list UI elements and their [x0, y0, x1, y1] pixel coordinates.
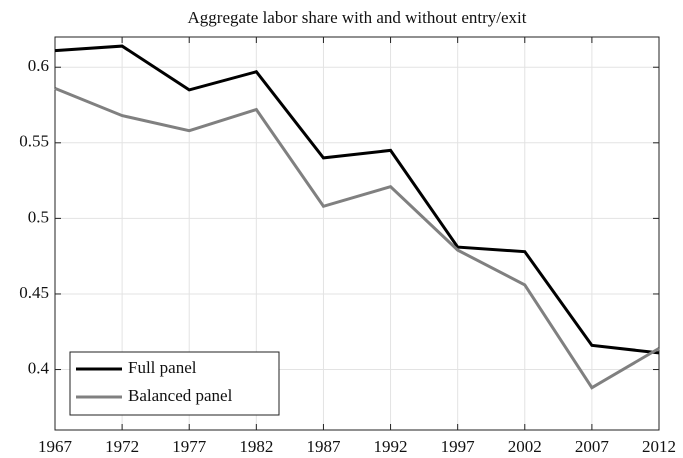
x-tick-label: 1972 [105, 437, 139, 456]
x-tick-label: 1997 [441, 437, 476, 456]
y-tick-label: 0.55 [19, 132, 49, 151]
y-tick-label: 0.6 [28, 56, 49, 75]
legend-label: Full panel [128, 358, 197, 377]
x-tick-label: 1987 [306, 437, 341, 456]
y-tick-label: 0.5 [28, 207, 49, 226]
y-tick-label: 0.4 [28, 358, 50, 377]
x-tick-label: 2002 [508, 437, 542, 456]
data-line [54, 87, 660, 390]
x-tick-label: 2007 [575, 437, 610, 456]
legend-label: Balanced panel [128, 386, 233, 405]
y-tick-label: 0.45 [19, 283, 49, 302]
data-line [54, 44, 660, 355]
chart-title: Aggregate labor share with and without e… [188, 8, 527, 27]
plot-frame [54, 36, 660, 431]
x-tick-label: 2012 [642, 437, 676, 456]
x-tick-label: 1967 [38, 437, 73, 456]
legend-box [69, 351, 280, 416]
legend: Full panel Balanced panel [69, 351, 280, 416]
x-tick-label: 1982 [239, 437, 273, 456]
x-tick-label: 1992 [374, 437, 408, 456]
x-tick-label: 1977 [172, 437, 207, 456]
